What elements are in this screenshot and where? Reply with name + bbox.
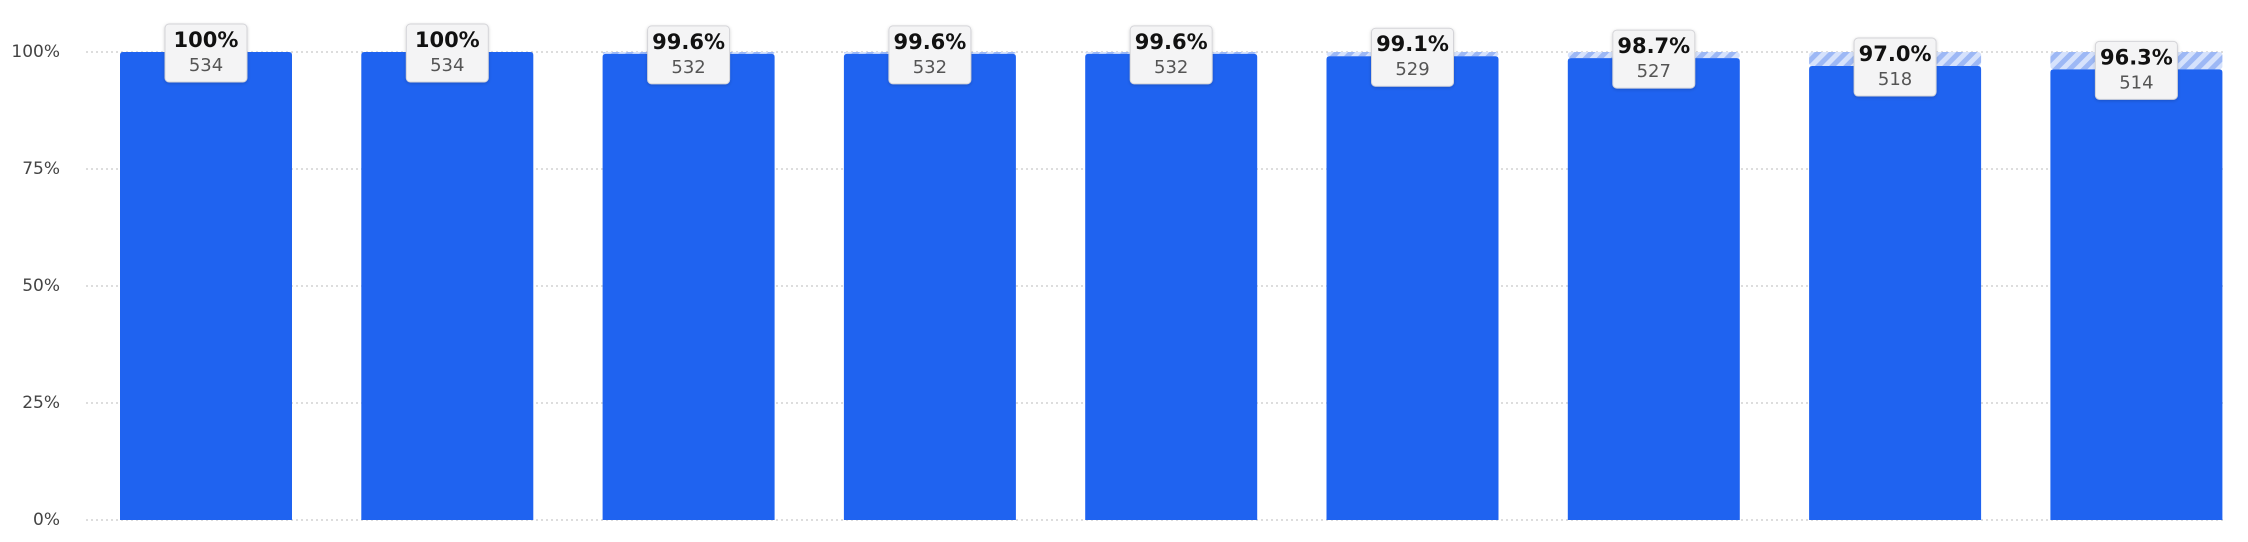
y-tick-label: 75%: [22, 159, 60, 179]
count-label: 529: [1395, 59, 1429, 80]
label-box: [2094, 40, 2178, 100]
label-box: [1612, 29, 1696, 89]
value-label: 100%: [174, 28, 239, 52]
bar: [1326, 56, 1499, 520]
count-label: 532: [1154, 57, 1188, 78]
value-label: 99.6%: [652, 30, 725, 54]
label-box: [164, 23, 248, 83]
value-label: 99.1%: [1376, 32, 1449, 56]
bar: [602, 53, 775, 520]
count-label: 534: [189, 55, 223, 76]
y-tick-label: 25%: [22, 393, 60, 413]
label-box: [1853, 37, 1937, 97]
count-label: 532: [913, 57, 947, 78]
count-label: 518: [1878, 69, 1912, 90]
bar: [1809, 66, 1982, 520]
label-box: [888, 25, 972, 85]
bar: [1567, 58, 1740, 521]
y-tick-label: 100%: [11, 42, 60, 62]
value-label: 98.7%: [1617, 34, 1690, 58]
label-box: [1129, 25, 1213, 85]
count-label: 527: [1637, 61, 1671, 82]
value-label: 99.6%: [893, 30, 966, 54]
bar: [2050, 69, 2223, 520]
label-box: [647, 25, 731, 85]
y-tick-label: 0%: [33, 510, 60, 530]
value-label: 96.3%: [2100, 45, 2173, 69]
value-label: 100%: [415, 28, 480, 52]
bar: [843, 53, 1016, 520]
count-label: 532: [671, 57, 705, 78]
value-label: 99.6%: [1135, 30, 1208, 54]
count-label: 534: [430, 55, 464, 76]
count-label: 514: [2119, 72, 2153, 93]
bar: [1085, 53, 1258, 520]
value-label: 97.0%: [1859, 42, 1932, 66]
bar: [361, 52, 534, 520]
label-box: [405, 23, 489, 83]
bar: [120, 52, 292, 520]
y-tick-label: 50%: [22, 276, 60, 296]
label-box: [1371, 27, 1454, 87]
